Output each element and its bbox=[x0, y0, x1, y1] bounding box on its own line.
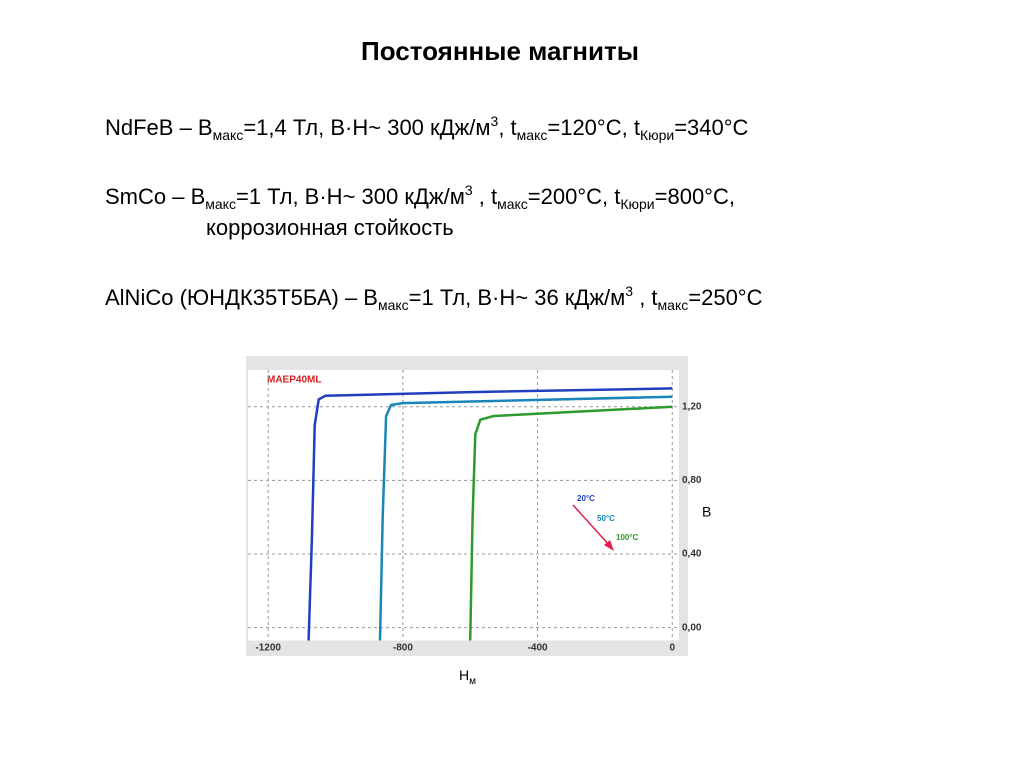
x-axis-label-main: H bbox=[459, 667, 469, 683]
y-tick-label: 0,80 bbox=[682, 475, 702, 486]
text: =340°C bbox=[674, 115, 749, 140]
subscript: макс bbox=[377, 297, 409, 313]
text: =1 Тл, B·H~ 300 кДж/м bbox=[235, 184, 465, 209]
plot-area bbox=[248, 370, 679, 641]
subscript: макс bbox=[212, 127, 244, 143]
text: NdFeB – B bbox=[105, 115, 213, 140]
subscript: макс bbox=[497, 196, 528, 212]
legend-label: 50°C bbox=[597, 514, 615, 523]
text: SmCo – B bbox=[105, 184, 206, 209]
y-tick-label: 0,40 bbox=[682, 549, 702, 560]
text: =800°C, bbox=[654, 184, 735, 209]
supscript: 3 bbox=[464, 182, 473, 198]
text: =120°C, t bbox=[547, 115, 640, 140]
subscript: макс bbox=[205, 196, 236, 212]
legend-label: 20°C bbox=[577, 494, 595, 503]
text: =1 Тл, B·H~ 36 кДж/м bbox=[408, 285, 626, 310]
line-series bbox=[307, 387, 673, 641]
legend-arrowhead bbox=[604, 540, 614, 551]
text: =1,4 Тл, B·H~ 300 кДж/м bbox=[243, 115, 491, 140]
text: коррозионная стойкость bbox=[206, 215, 454, 240]
subscript: макс bbox=[657, 297, 689, 313]
text-line: NdFeB – Bмакс=1,4 Тл, B·H~ 300 кДж/м3, t… bbox=[105, 113, 748, 143]
supscript: 3 bbox=[490, 113, 499, 129]
text: , t bbox=[633, 285, 658, 310]
text: , t bbox=[498, 115, 517, 140]
subscript: макс bbox=[516, 127, 548, 143]
text: AlNiCo (ЮНДК35Т5БА) – B bbox=[105, 285, 378, 310]
line-series bbox=[468, 405, 673, 641]
subscript: Кюри bbox=[639, 127, 675, 143]
y-tick-label: 1,20 bbox=[682, 401, 702, 412]
x-tick-label: -400 bbox=[528, 643, 548, 654]
supscript: 3 bbox=[625, 283, 634, 299]
subscript: Кюри bbox=[620, 196, 655, 212]
text: =250°C bbox=[688, 285, 763, 310]
x-tick-label: 0 bbox=[669, 643, 675, 654]
text-line: коррозионная стойкость bbox=[206, 215, 454, 241]
x-tick-label: -800 bbox=[393, 643, 413, 654]
text-line: SmCo – Bмакс=1 Тл, B·H~ 300 кДж/м3 , tма… bbox=[105, 182, 735, 212]
text-line: AlNiCo (ЮНДК35Т5БА) – Bмакс=1 Тл, B·H~ 3… bbox=[105, 283, 763, 313]
x-tick-label: -1200 bbox=[255, 643, 281, 654]
y-axis-label: B bbox=[702, 504, 711, 520]
text: , t bbox=[472, 184, 498, 209]
slide-title: Постоянные магниты bbox=[361, 36, 639, 66]
line-series bbox=[378, 395, 673, 641]
legend-label: 100°C bbox=[616, 533, 639, 542]
text: =200°C, t bbox=[527, 184, 621, 209]
x-axis-label: Hм bbox=[459, 667, 476, 687]
legend-arrow bbox=[572, 504, 611, 547]
y-tick-label: 0,00 bbox=[682, 622, 702, 633]
x-axis-label-sub: м bbox=[469, 676, 476, 687]
chart-title: MAEP40ML bbox=[267, 375, 321, 386]
